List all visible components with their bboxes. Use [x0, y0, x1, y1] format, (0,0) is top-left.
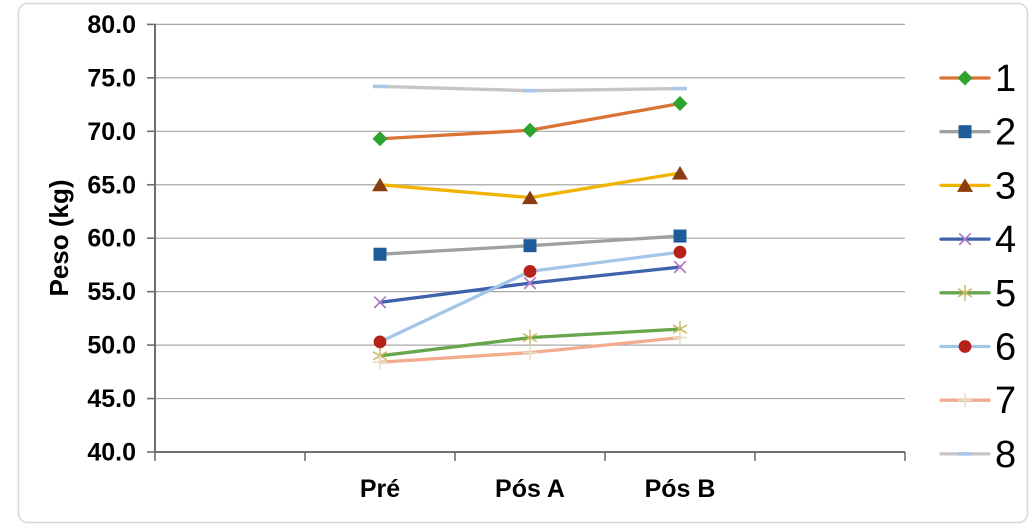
legend-item-7: 7	[939, 380, 1016, 422]
series-marker	[523, 88, 537, 93]
series-marker	[373, 295, 387, 309]
x-category-label: Pós B	[645, 475, 716, 503]
series-marker	[958, 393, 972, 408]
y-tick-label: 45.0	[87, 385, 136, 413]
series-marker	[673, 330, 687, 345]
y-tick-label: 50.0	[87, 332, 136, 360]
series-marker	[673, 229, 687, 243]
series-3	[372, 165, 688, 205]
series-marker	[957, 284, 973, 301]
legend-label: 8	[995, 434, 1016, 476]
legend-label: 4	[995, 219, 1016, 261]
series-marker	[957, 70, 973, 86]
series-marker	[957, 178, 973, 192]
series-marker	[373, 335, 387, 349]
axes	[147, 23, 906, 461]
series-4	[373, 260, 687, 309]
y-tick-label: 70.0	[87, 118, 136, 146]
y-tick-labels: 40.0 45.0 50.0 55.0 60.0 65.0 70.0 75.0 80.0	[87, 11, 136, 467]
y-tick-label: 55.0	[87, 278, 136, 306]
x-category-label: Pós A	[495, 475, 565, 503]
series-marker	[672, 96, 688, 112]
chart-border	[17, 2, 1029, 524]
x-category-label: Pré	[360, 475, 400, 503]
series-marker	[958, 452, 972, 456]
legend-item-4: 4	[939, 219, 1016, 261]
series-marker	[673, 86, 687, 91]
legend-item-2: 2	[939, 112, 1016, 154]
legend-item-8: 8	[939, 434, 1016, 476]
legend-label: 5	[995, 273, 1016, 315]
series-marker	[958, 232, 972, 246]
series-marker	[523, 239, 537, 253]
series-marker	[958, 340, 972, 353]
series-marker	[523, 276, 537, 290]
series-marker	[672, 165, 688, 180]
series-marker	[523, 345, 537, 360]
series-marker	[522, 122, 538, 138]
legend-item-6: 6	[939, 327, 1016, 369]
series-marker	[522, 190, 538, 205]
series-marker	[373, 247, 387, 261]
series-1	[372, 96, 688, 147]
legend-item-5: 5	[939, 273, 1016, 315]
series-marker	[673, 260, 687, 274]
series-6	[373, 245, 687, 349]
legend-item-3: 3	[939, 165, 1016, 207]
legend-label: 6	[995, 327, 1016, 369]
legend-label: 7	[995, 380, 1016, 422]
y-axis-title: Peso (kg)	[44, 179, 74, 296]
series-marker	[372, 177, 388, 192]
series-7	[373, 330, 687, 370]
legend: 1 2 3 4 5 6 7 8	[939, 58, 1016, 476]
x-category-labels: Pré Pós A Pós B	[360, 475, 716, 503]
series-marker	[373, 355, 387, 370]
series-marker	[373, 84, 387, 89]
series-2	[373, 229, 687, 261]
legend-item-1: 1	[939, 58, 1016, 100]
gridlines	[155, 23, 905, 453]
legend-label: 2	[995, 112, 1016, 154]
series-marker	[372, 131, 388, 147]
y-tick-label: 60.0	[87, 225, 136, 253]
y-tick-label: 40.0	[87, 439, 136, 467]
series-marker	[523, 264, 537, 278]
series-marker	[522, 329, 538, 346]
series-marker	[673, 245, 687, 259]
y-tick-label: 75.0	[87, 64, 136, 92]
y-tick-label: 80.0	[87, 11, 136, 39]
series-8	[373, 84, 687, 93]
legend-label: 1	[995, 58, 1016, 100]
legend-label: 3	[995, 165, 1016, 207]
y-tick-label: 65.0	[87, 171, 136, 199]
series-marker	[958, 125, 972, 139]
